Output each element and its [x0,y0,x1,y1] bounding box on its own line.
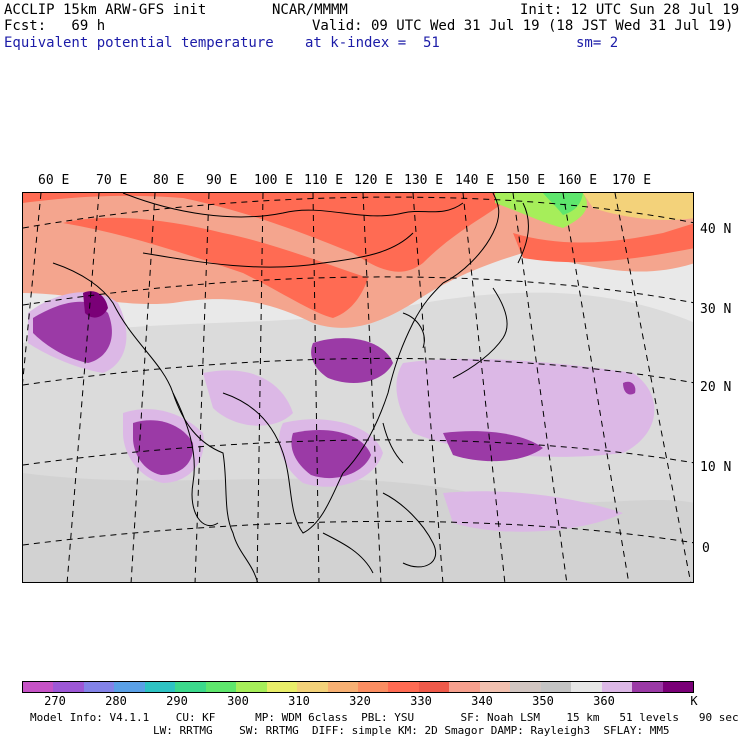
field-name: Equivalent potential temperature [4,35,274,51]
colorbar-swatch [449,682,480,692]
colorbar-swatch [632,682,663,692]
colorbar-swatch [388,682,419,692]
colorbar-label-300: 300 [227,694,249,708]
colorbar-swatch [53,682,84,692]
colorbar-swatch [83,682,115,692]
colorbar-swatch [23,682,54,692]
forecast-hour: Fcst: 69 h [4,18,106,34]
lon-label-150e: 150 E [506,173,546,188]
lon-label-130e: 130 E [404,173,444,188]
model-title: ACCLIP 15km ARW-GFS init [4,2,207,18]
lat-label-0: 0 [702,541,710,556]
lon-label-100e: 100 E [254,173,294,188]
colorbar-label-310: 310 [288,694,310,708]
theta-e-field [23,193,693,582]
smoothing-label: sm= 2 [576,35,619,51]
level-index: at k-index = 51 [305,35,440,51]
org-label: NCAR/MMMM [272,2,348,18]
colorbar-swatch [236,682,267,692]
colorbar-swatch [662,682,693,692]
lat-label-30n: 30 N [700,302,732,317]
colorbar [22,681,694,693]
colorbar-swatch [540,682,572,692]
valid-time: Valid: 09 UTC Wed 31 Jul 19 (18 JST Wed … [312,18,734,34]
colorbar-label-350: 350 [532,694,554,708]
colorbar-swatch [297,682,328,692]
model-info-line1: Model Info: V4.1.1 CU: KF MP: WDM 6class… [30,711,739,724]
colorbar-label-270: 270 [44,694,66,708]
colorbar-swatch [571,682,602,692]
lon-label-70e: 70 E [96,173,128,188]
colorbar-swatch [479,682,511,692]
colorbar-swatch [357,682,389,692]
colorbar-swatch [266,682,298,692]
lon-label-110e: 110 E [304,173,344,188]
colorbar-swatch [418,682,450,692]
lat-label-10n: 10 N [700,460,732,475]
map-panel [22,192,694,583]
model-info-line2: LW: RRTMG SW: RRTMG DIFF: simple KM: 2D … [153,724,670,737]
lon-label-170e: 170 E [612,173,652,188]
colorbar-label-340: 340 [471,694,493,708]
lon-label-160e: 160 E [558,173,598,188]
lon-label-120e: 120 E [354,173,394,188]
lat-label-20n: 20 N [700,380,732,395]
init-time: Init: 12 UTC Sun 28 Jul 19 [520,2,740,18]
colorbar-swatch [175,682,206,692]
colorbar-swatch [510,682,541,692]
colorbar-label-360: 360 [593,694,615,708]
colorbar-swatch [205,682,237,692]
colorbar-label-330: 330 [410,694,432,708]
lat-label-40n: 40 N [700,222,732,237]
colorbar-swatch [144,682,176,692]
lon-label-90e: 90 E [206,173,238,188]
colorbar-swatch [327,682,358,692]
lon-label-60e: 60 E [38,173,70,188]
colorbar-swatch [114,682,145,692]
lon-label-80e: 80 E [153,173,185,188]
colorbar-unit: K [690,694,698,708]
lon-label-140e: 140 E [455,173,495,188]
colorbar-label-320: 320 [349,694,371,708]
colorbar-label-280: 280 [105,694,127,708]
colorbar-swatch [601,682,633,692]
colorbar-label-290: 290 [166,694,188,708]
